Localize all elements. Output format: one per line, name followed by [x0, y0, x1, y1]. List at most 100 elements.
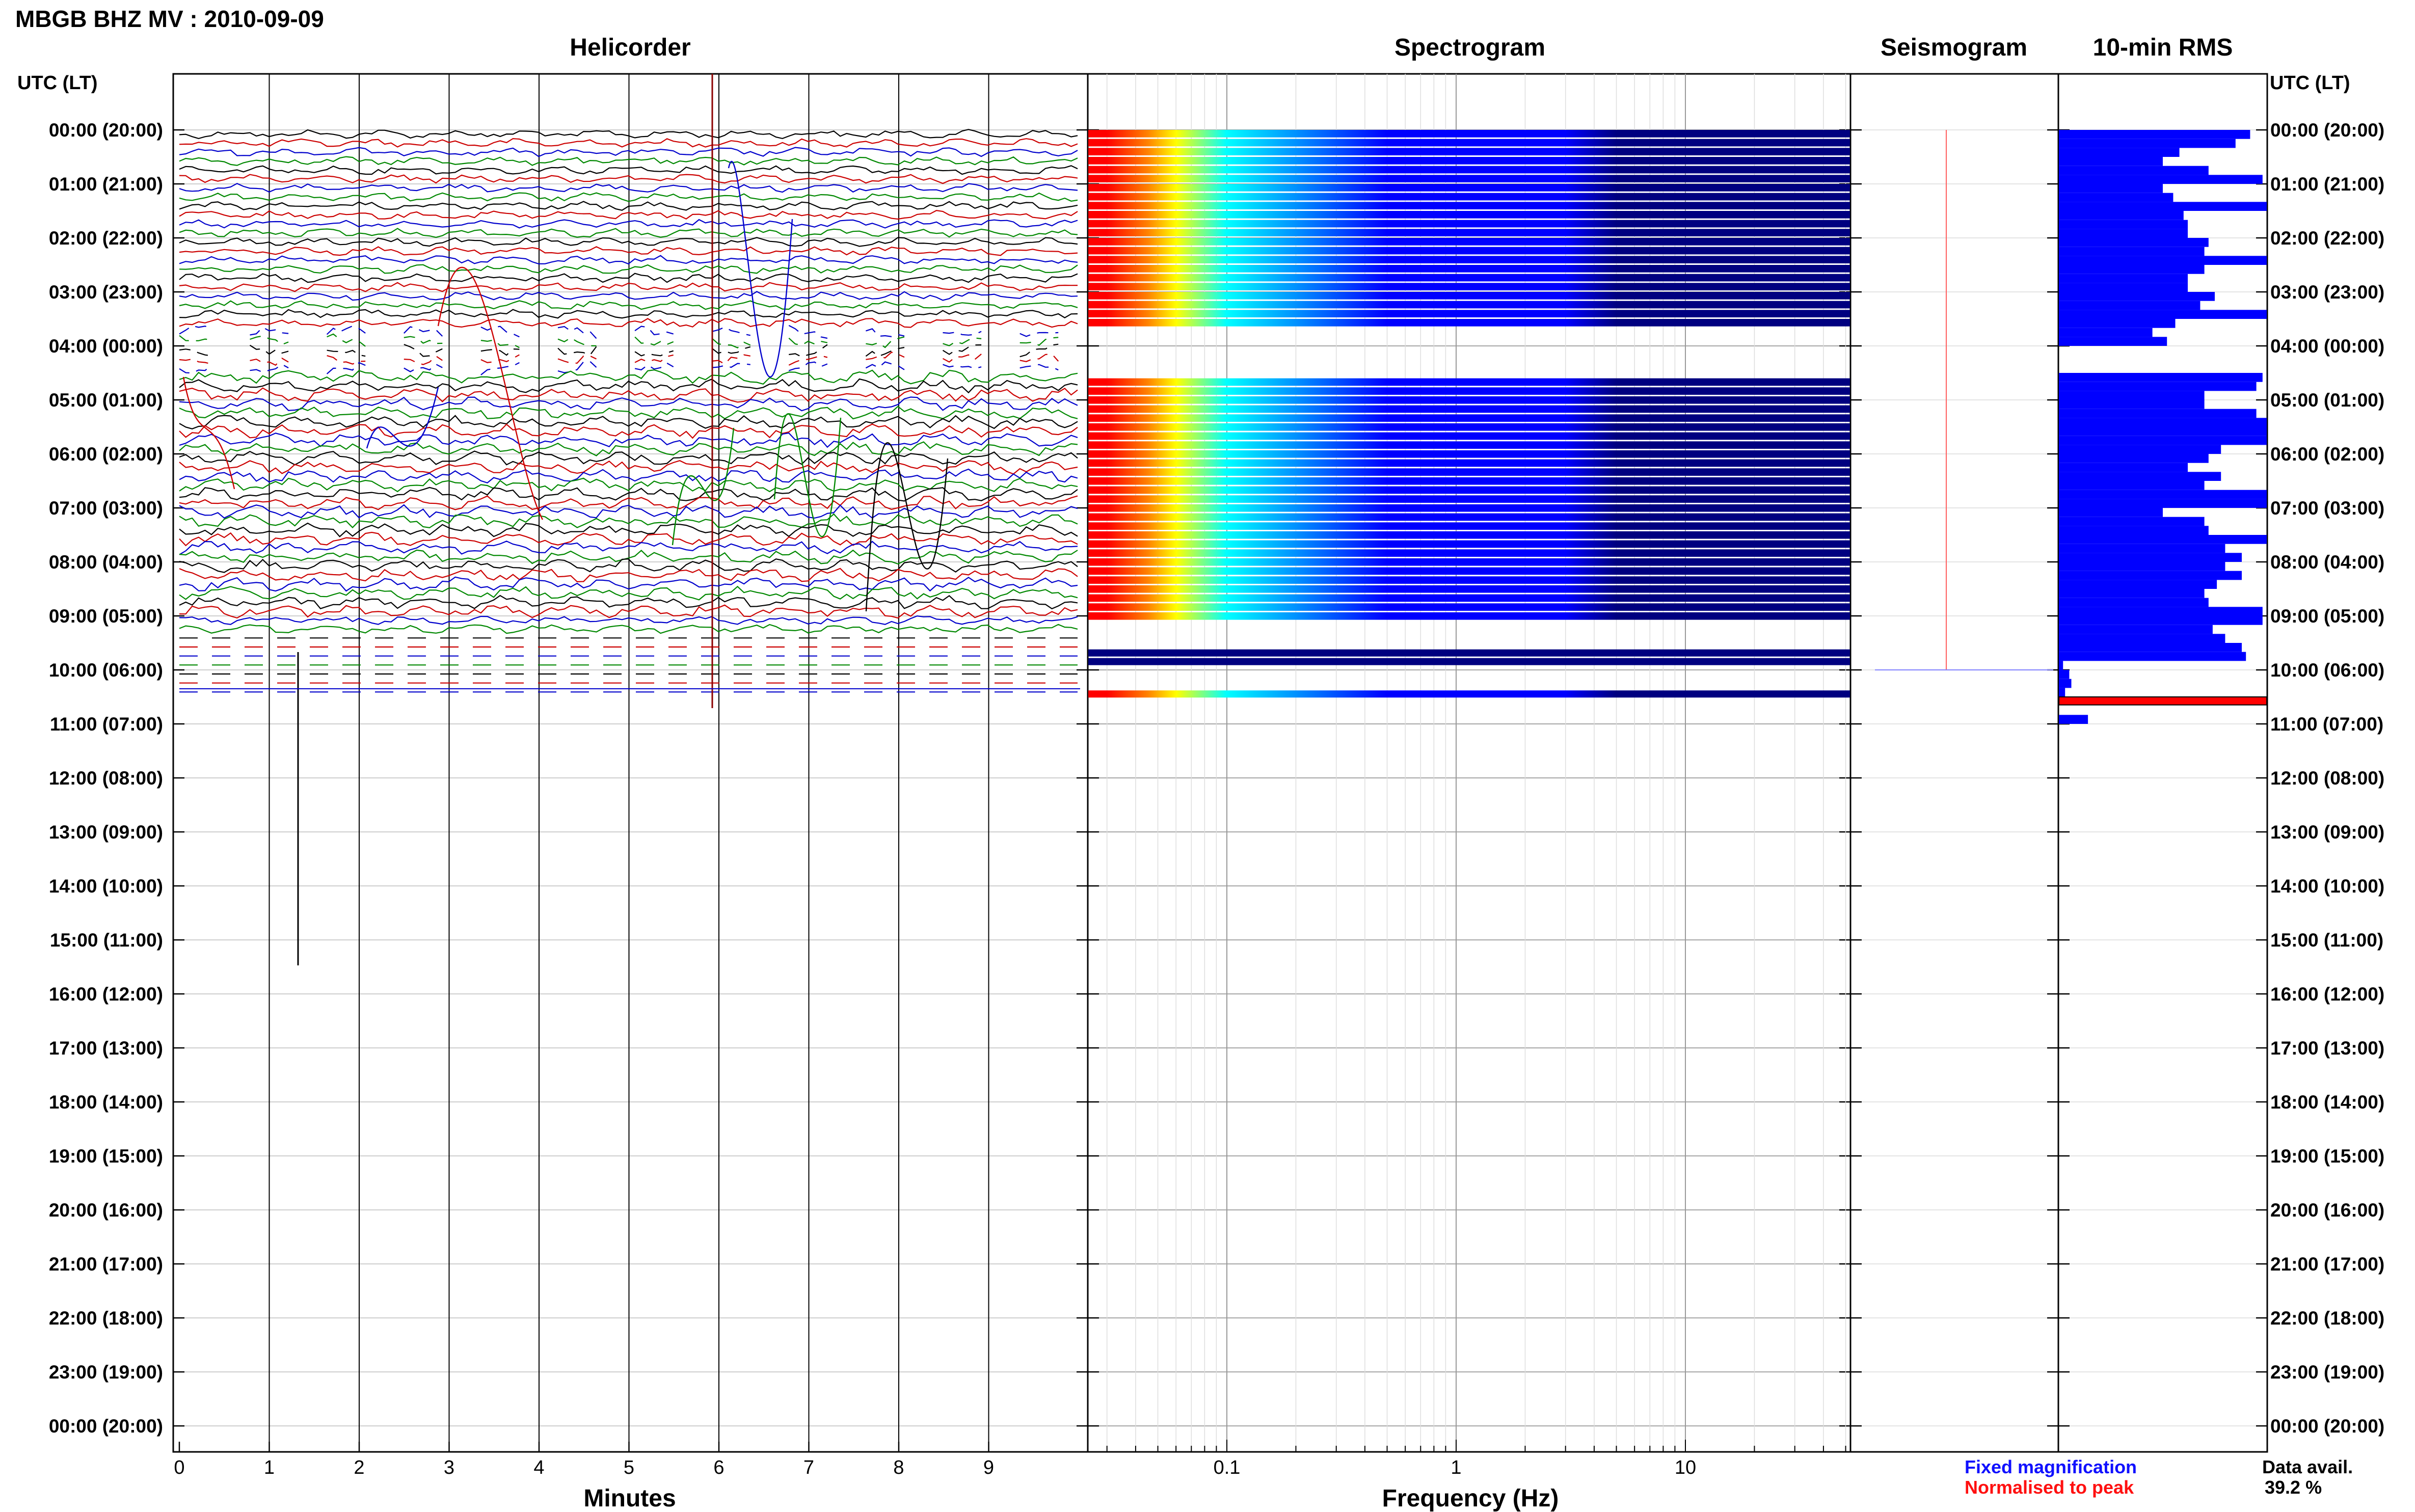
- time-label-right: 15:00 (11:00): [2270, 930, 2383, 951]
- trace-line: [179, 378, 1078, 394]
- trace-line: [179, 210, 1078, 220]
- rms-bar: [2059, 292, 2215, 301]
- spectrogram-row: [1088, 423, 1850, 431]
- trace-line: [179, 531, 1078, 547]
- rms-bar: [2059, 715, 2088, 724]
- rms-bar: [2059, 634, 2225, 643]
- spectrogram-row: [1088, 603, 1850, 611]
- spectrogram-row: [1088, 175, 1850, 182]
- spectrogram-row: [1088, 558, 1850, 566]
- trace-line: [179, 604, 1078, 619]
- rms-bar: [2059, 661, 2063, 670]
- rms-bar: [2059, 580, 2217, 589]
- spectrogram-bands: [1088, 130, 1850, 698]
- rms-bar: [2059, 193, 2174, 202]
- spectrogram-row: [1088, 265, 1850, 273]
- trace-line: [179, 192, 1078, 202]
- rms-bars: [2058, 130, 2267, 724]
- rms-bar: [2059, 238, 2209, 247]
- rms-bar: [2059, 283, 2188, 292]
- rms-bar: [2059, 184, 2163, 193]
- trace-line: [179, 513, 1078, 529]
- rms-bar: [2059, 130, 2250, 139]
- rms-title: 10-min RMS: [2092, 34, 2233, 61]
- rms-bar: [2059, 571, 2242, 580]
- time-label-left: 16:00 (12:00): [49, 984, 163, 1005]
- trace-line: [179, 549, 1078, 565]
- event-trace: [437, 267, 544, 520]
- trace-line: [179, 615, 1078, 625]
- time-label-left: 19:00 (15:00): [49, 1146, 163, 1167]
- time-label-left: 01:00 (21:00): [49, 174, 163, 195]
- trace-line: [179, 282, 1078, 292]
- time-label-left: 22:00 (18:00): [49, 1308, 163, 1329]
- data-availability-label: Data avail.: [2262, 1456, 2353, 1477]
- rms-bar: [2059, 391, 2205, 400]
- rms-bar: [2059, 688, 2065, 697]
- x-tick-label: 7: [803, 1457, 814, 1478]
- time-label-left: 14:00 (10:00): [49, 876, 163, 897]
- spectrogram-row: [1088, 441, 1850, 449]
- rms-bar: [2059, 157, 2163, 166]
- spectrogram-row: [1088, 148, 1850, 155]
- time-label-left: 15:00 (11:00): [50, 930, 163, 951]
- spectrogram-row: [1088, 658, 1850, 665]
- rms-frame: [2057, 73, 2268, 1453]
- helicorder-traces: [179, 74, 1080, 965]
- rms-bar: [2059, 508, 2163, 517]
- spectrogram-row: [1088, 166, 1850, 174]
- rms-bar: [2059, 418, 2267, 427]
- time-label-right: 11:00 (07:00): [2270, 714, 2383, 735]
- time-label-left: 12:00 (08:00): [49, 768, 163, 789]
- rms-bar: [2059, 535, 2267, 544]
- rms-bar: [2059, 544, 2225, 553]
- rms-bar: [2059, 607, 2263, 616]
- rms-bar: [2059, 454, 2209, 463]
- spectrogram-row: [1088, 540, 1850, 548]
- spectrogram-row: [1088, 292, 1850, 300]
- spectrogram-row: [1088, 477, 1850, 485]
- trace-line: [179, 273, 1078, 283]
- rms-bar: [2059, 247, 2205, 256]
- rms-bar: [2059, 400, 2205, 409]
- rms-bar: [2059, 148, 2180, 157]
- trace-line: [179, 504, 1078, 519]
- spectrogram-row: [1088, 184, 1850, 192]
- trace-line: [179, 396, 1078, 412]
- rms-bar: [2059, 499, 2267, 508]
- spectrogram-row: [1088, 157, 1850, 165]
- spectrogram-title: Spectrogram: [1394, 34, 1546, 61]
- time-label-right: 22:00 (18:00): [2270, 1308, 2384, 1329]
- rms-bar: [2059, 220, 2188, 229]
- trace-line: [179, 432, 1078, 448]
- figure-title: MBGB BHZ MV : 2010-09-09: [15, 6, 324, 32]
- time-label-left: 11:00 (07:00): [50, 714, 163, 735]
- trace-line: [179, 558, 1078, 573]
- time-label-right: 13:00 (09:00): [2270, 822, 2384, 843]
- event-trace: [366, 387, 439, 449]
- x-tick-label: 8: [893, 1457, 904, 1478]
- spectrogram-row: [1088, 229, 1850, 236]
- time-label-right: 14:00 (10:00): [2270, 876, 2384, 897]
- x-tick-label: 9: [983, 1457, 994, 1478]
- x-tick-label: 5: [624, 1457, 634, 1478]
- trace-line: [179, 387, 1078, 403]
- rms-bar: [2059, 139, 2236, 148]
- trace-line: [179, 487, 1078, 502]
- time-label-right: 05:00 (01:00): [2270, 390, 2384, 411]
- legend-fixed-magnification: Fixed magnification: [1965, 1456, 2137, 1477]
- x-tick-label: 6: [713, 1457, 724, 1478]
- trace-line: [179, 406, 1078, 420]
- trace-line: [179, 541, 1078, 555]
- spectrogram-row: [1088, 612, 1850, 620]
- rms-bar: [2059, 202, 2267, 211]
- rms-bar: [2058, 696, 2267, 706]
- data-availability-value: 39.2 %: [2265, 1477, 2322, 1498]
- trace-line: [179, 460, 1078, 475]
- trace-line: [179, 450, 1078, 466]
- rms-bar: [2059, 589, 2205, 598]
- x-tick-label: 0: [174, 1457, 184, 1478]
- trace-line: [179, 595, 1078, 610]
- x-tick-label: 4: [533, 1457, 544, 1478]
- time-label-left: 02:00 (22:00): [49, 228, 163, 249]
